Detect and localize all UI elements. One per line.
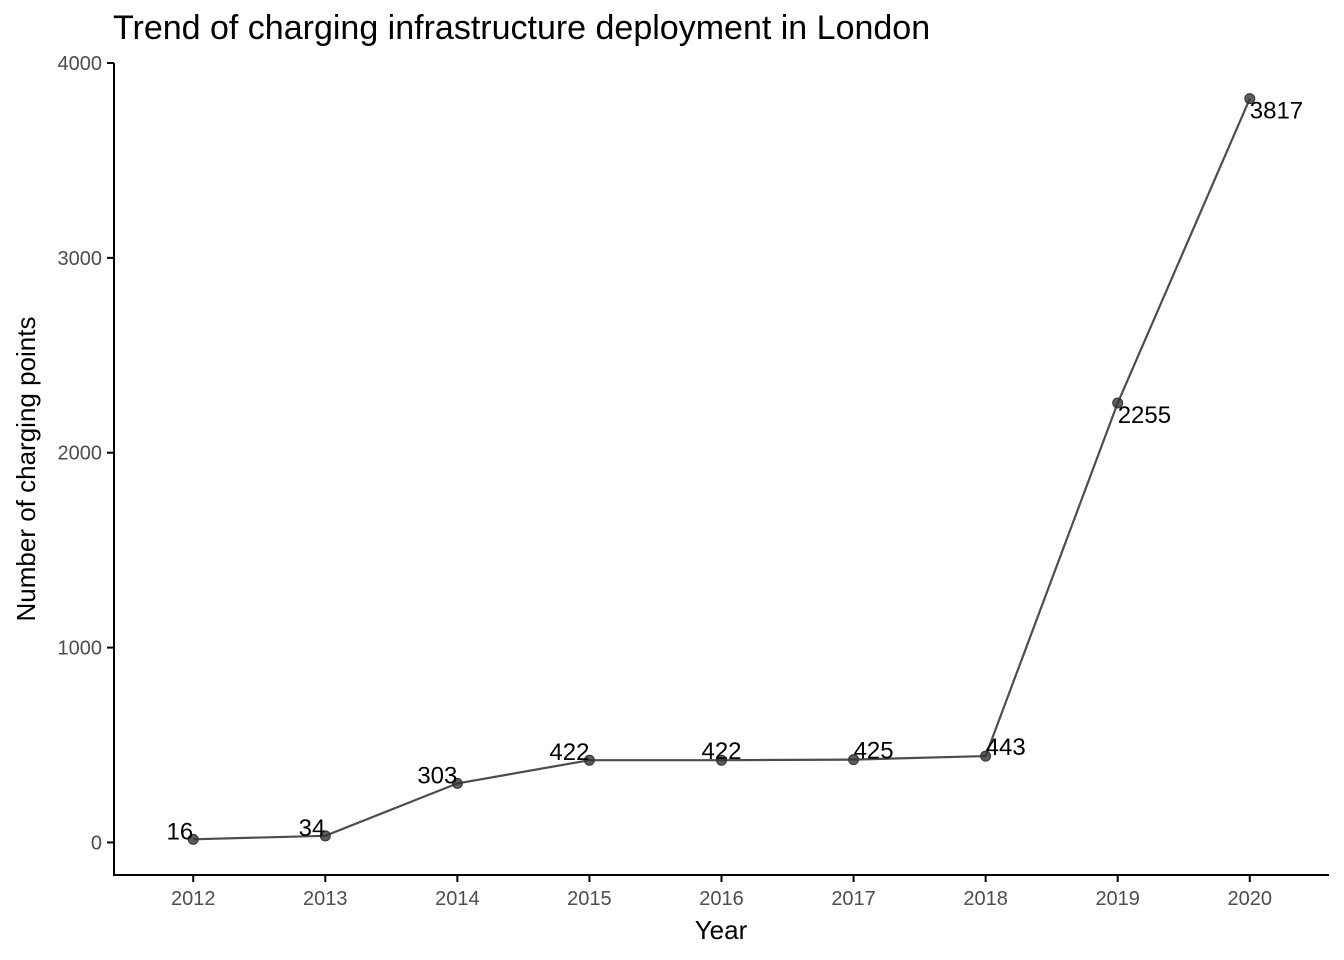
- data-point: [451, 777, 463, 789]
- data-points: [187, 93, 1256, 845]
- x-tick-label: 2014: [435, 888, 480, 910]
- y-tick-label: 2000: [58, 443, 103, 465]
- series-line: [193, 98, 1251, 841]
- data-point: [187, 833, 199, 845]
- y-axis-ticks: 0 1000 2000 3000 4000: [58, 53, 114, 854]
- data-label: 303: [417, 762, 457, 789]
- data-label: 422: [701, 738, 741, 765]
- data-point: [716, 754, 727, 766]
- x-tick-label: 2016: [699, 888, 744, 910]
- x-tick-label: 2018: [963, 888, 1008, 910]
- data-label: 443: [986, 734, 1026, 761]
- x-axis-title: Year: [695, 915, 748, 945]
- data-label: 3817: [1250, 98, 1303, 125]
- chart-title: Trend of charging infrastructure deploym…: [113, 9, 930, 47]
- data-point: [583, 754, 595, 766]
- y-tick-label: 1000: [58, 638, 103, 660]
- y-tick-label: 0: [91, 832, 102, 854]
- x-tick-label: 2012: [171, 888, 216, 910]
- data-label: 2255: [1118, 402, 1171, 429]
- data-label: 34: [299, 815, 326, 842]
- x-axis-ticks: 2012 2013 2014 2015 2016 2017 2018 2019 2020: [171, 875, 1272, 910]
- y-tick-label: 3000: [58, 248, 103, 270]
- y-tick-label: 4000: [58, 53, 103, 75]
- data-point: [319, 830, 331, 842]
- data-point: [1244, 93, 1256, 105]
- x-tick-label: 2017: [831, 888, 876, 910]
- data-label: 422: [549, 739, 589, 766]
- data-point: [980, 750, 992, 762]
- y-axis-title: Number of charging points: [11, 317, 41, 622]
- x-tick-label: 2013: [303, 888, 348, 910]
- data-point: [848, 754, 860, 766]
- data-labels: 16 34 303 422 422 425 443 2255 3817: [167, 98, 1304, 846]
- x-tick-label: 2019: [1095, 888, 1140, 910]
- data-label: 16: [167, 818, 194, 845]
- data-point: [1112, 397, 1124, 409]
- x-tick-label: 2015: [567, 888, 612, 910]
- data-label: 425: [854, 738, 894, 765]
- x-tick-label: 2020: [1228, 888, 1273, 910]
